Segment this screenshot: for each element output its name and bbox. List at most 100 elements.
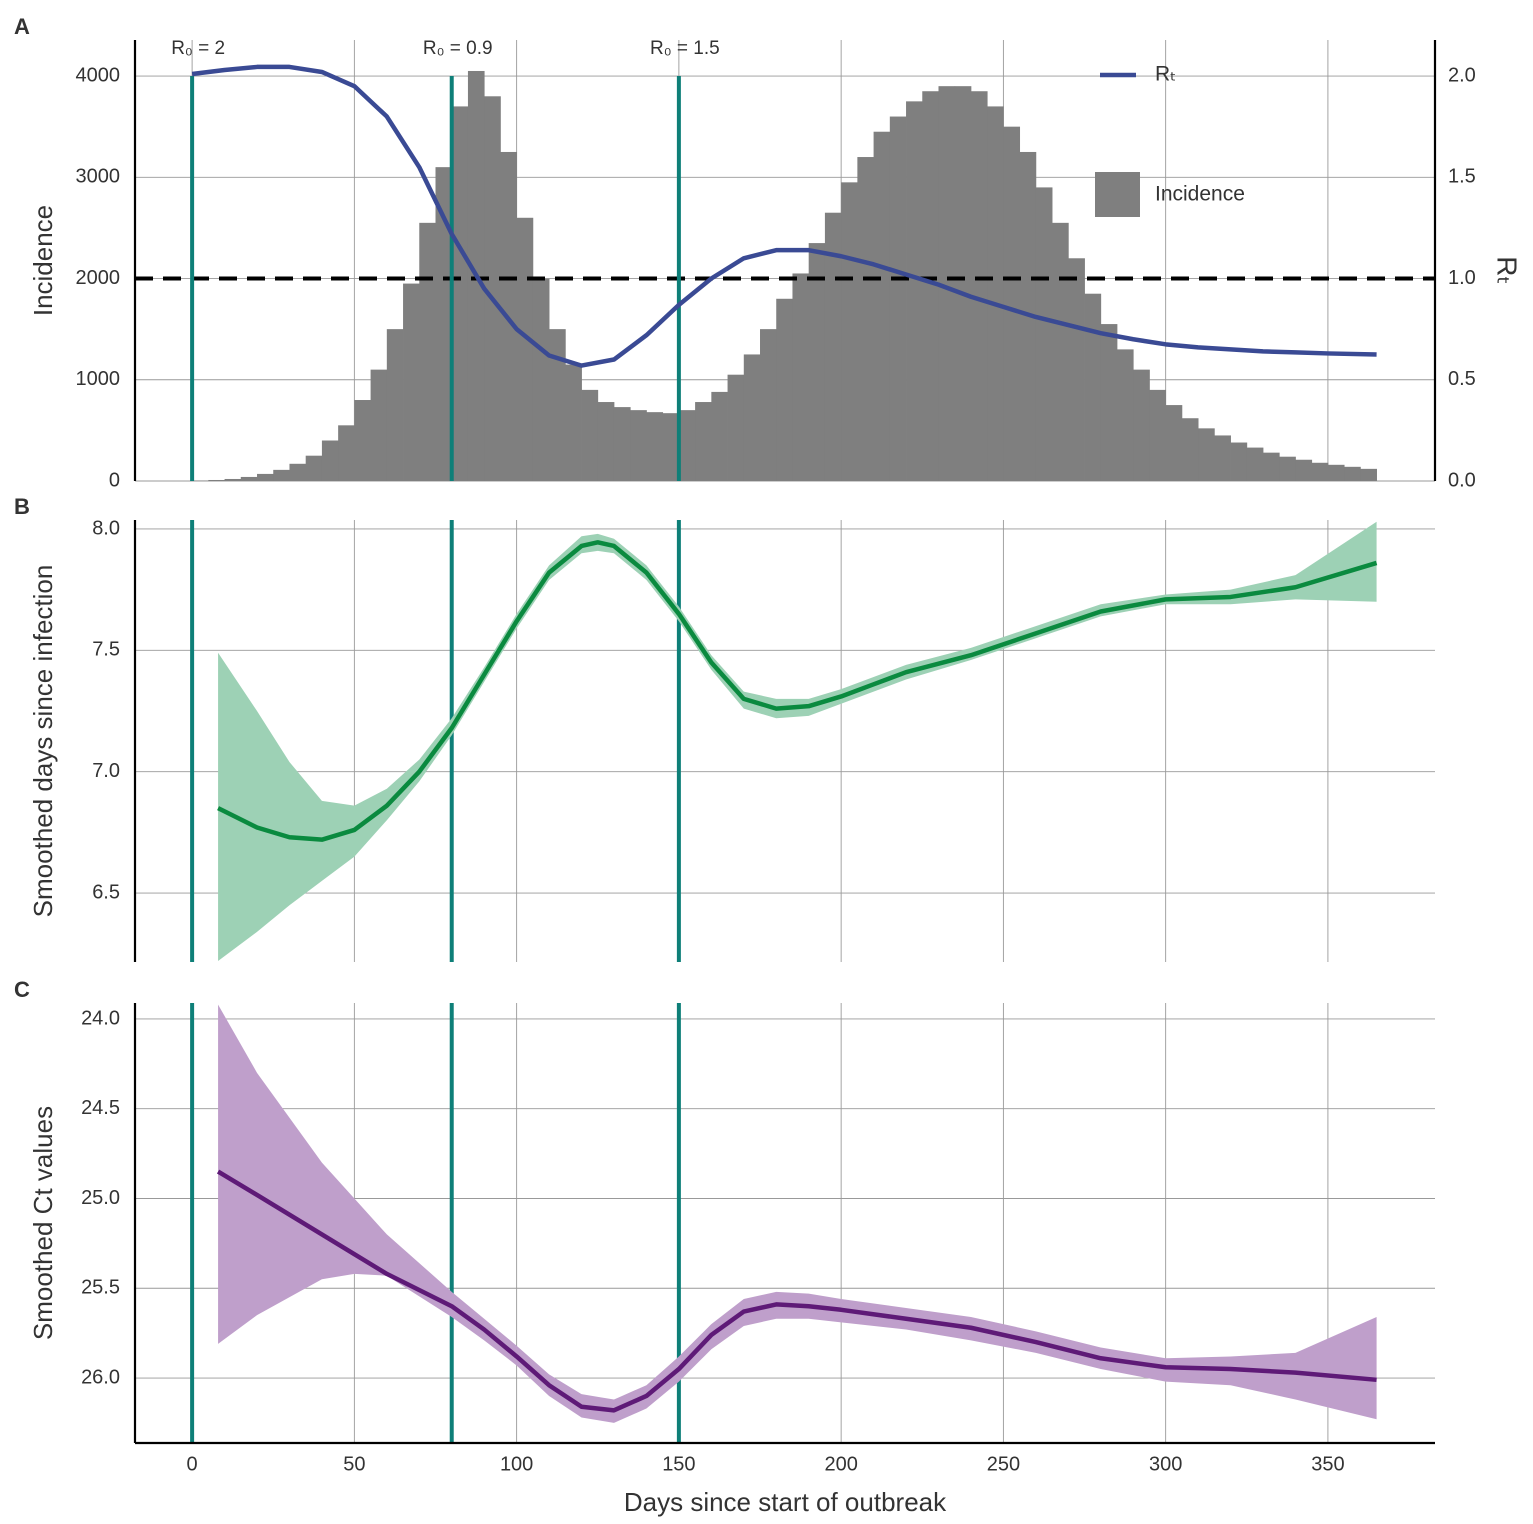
histogram-bar	[646, 412, 664, 481]
histogram-bar	[1068, 258, 1085, 481]
histogram-bar	[451, 106, 469, 482]
histogram-bar	[743, 354, 761, 481]
series-line	[191, 64, 1377, 368]
y-axis-label: Incidence	[28, 205, 58, 316]
x-tick-label: 250	[987, 1453, 1020, 1475]
y-tick-label: 26.0	[81, 1366, 120, 1388]
confidence-band	[218, 1004, 1377, 1423]
panel-label: A	[14, 14, 30, 39]
histogram-bar	[760, 329, 777, 481]
y-axis-label: Smoothed days since infection	[28, 565, 58, 918]
histogram-bar	[1311, 462, 1329, 481]
histogram-bar	[549, 329, 566, 481]
histogram-bar	[565, 364, 582, 481]
histogram-bar	[1100, 324, 1118, 481]
series-line	[217, 540, 1378, 842]
histogram-bar	[1327, 464, 1345, 481]
y-tick-label: 7.5	[92, 639, 120, 661]
histogram-bar	[354, 400, 371, 481]
histogram-bar	[1084, 293, 1102, 481]
histogram-bar	[273, 469, 290, 481]
histogram-bar	[224, 478, 242, 481]
histogram-bar	[1198, 428, 1215, 481]
histogram-bar	[695, 402, 712, 481]
histogram-bar	[1279, 456, 1296, 481]
histogram-bar	[419, 222, 436, 481]
legend-label: Incidence	[1155, 183, 1245, 206]
histogram-bar	[1165, 405, 1183, 481]
histogram-bar	[662, 413, 680, 481]
histogram-bar	[678, 410, 696, 481]
histogram-bar	[776, 298, 793, 481]
histogram-bar	[516, 217, 534, 481]
y-tick-label: 25.0	[81, 1187, 120, 1209]
histogram-bar	[727, 374, 745, 481]
panel-label: C	[14, 977, 30, 1002]
histogram-bar	[841, 182, 858, 482]
histogram-bar	[386, 329, 404, 481]
y-tick-label: 24.0	[81, 1007, 120, 1029]
histogram-bar	[1181, 418, 1199, 481]
histogram-bar	[1230, 442, 1248, 481]
histogram-bar	[338, 425, 355, 481]
histogram-bar	[289, 463, 307, 481]
y-tick-label: 0	[109, 469, 120, 491]
y2-tick-label: 0.0	[1448, 469, 1476, 491]
histogram-bar	[808, 243, 826, 481]
y2-tick-label: 1.0	[1448, 267, 1476, 289]
histogram-bar	[987, 106, 1004, 482]
legend-label: Rₜ	[1155, 63, 1176, 86]
x-tick-label: 350	[1311, 1453, 1344, 1475]
y2-tick-label: 2.0	[1448, 64, 1476, 86]
y-tick-label: 3000	[76, 166, 121, 188]
histogram-bar	[1133, 369, 1150, 481]
y-tick-label: 7.0	[92, 760, 120, 782]
histogram-bar	[1214, 435, 1231, 481]
vline-label: R₀ = 0.9	[423, 38, 493, 59]
x-axis-label: Days since start of outbreak	[624, 1487, 947, 1517]
y-axis-label: Smoothed Ct values	[28, 1106, 58, 1340]
y2-tick-label: 0.5	[1448, 368, 1476, 390]
histogram-bar	[630, 410, 647, 481]
histogram-bar	[581, 389, 599, 481]
histogram-bar	[208, 479, 225, 481]
histogram-bar	[954, 86, 972, 482]
y-tick-label: 1000	[76, 368, 121, 390]
confidence-band	[218, 521, 1377, 962]
histogram-bar	[938, 86, 956, 482]
histogram-bar	[711, 391, 728, 481]
histogram-bar	[321, 440, 339, 481]
y-tick-label: 24.5	[81, 1097, 120, 1119]
histogram-bar	[792, 273, 810, 481]
histogram-bar	[192, 480, 209, 481]
histogram-bar	[1344, 466, 1361, 481]
histogram-bar	[906, 101, 923, 481]
histogram-bar	[435, 167, 453, 481]
y-tick-label: 6.5	[92, 881, 120, 903]
histogram-bar	[532, 278, 550, 481]
histogram-bar	[370, 369, 388, 481]
histogram-bar	[1116, 349, 1134, 481]
legend-swatch	[1095, 172, 1140, 217]
y2-tick-label: 1.5	[1448, 166, 1476, 188]
y-tick-label: 8.0	[92, 517, 120, 539]
x-tick-label: 0	[187, 1453, 198, 1475]
x-tick-label: 150	[662, 1453, 695, 1475]
x-tick-label: 300	[1149, 1453, 1182, 1475]
y-tick-label: 4000	[76, 64, 121, 86]
histogram-bar	[857, 157, 874, 481]
x-tick-label: 100	[500, 1453, 533, 1475]
x-tick-label: 200	[824, 1453, 857, 1475]
histogram-bar	[1263, 452, 1280, 481]
histogram-bar	[1360, 468, 1377, 481]
y2-axis-label: Rₜ	[1492, 256, 1523, 284]
histogram-bar	[240, 476, 258, 481]
series-line	[216, 1169, 1377, 1413]
histogram-bar	[613, 407, 631, 481]
y-tick-label: 2000	[76, 267, 121, 289]
histogram-bar	[1003, 126, 1021, 481]
vline-label: R₀ = 1.5	[650, 38, 720, 59]
histogram-bar	[889, 116, 907, 481]
y-tick-label: 25.5	[81, 1277, 120, 1299]
